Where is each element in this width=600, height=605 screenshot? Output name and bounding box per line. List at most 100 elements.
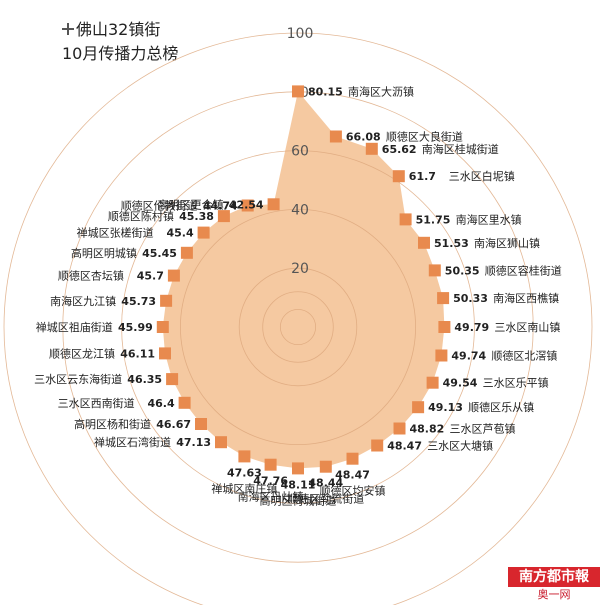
category-label: 南海区里水镇: [456, 212, 522, 226]
data-label: 61.7: [409, 170, 436, 183]
data-label: 51.53: [434, 237, 469, 250]
data-point: [159, 347, 171, 360]
category-label: 禅城区石湾街道: [94, 435, 171, 449]
data-label: 51.75: [416, 213, 451, 226]
data-label: 48.47: [387, 440, 422, 453]
data-label: 46.4: [147, 397, 174, 410]
grid-ring-minor: [262, 291, 334, 363]
data-point: [437, 292, 450, 305]
title-line2: 10月传播力总榜: [62, 44, 179, 63]
r-tick-label: 20: [291, 261, 309, 277]
category-label: 顺德区乐从镇: [468, 400, 534, 414]
category-label: 顺德区容桂街道: [485, 263, 562, 277]
category-label: 顺德区伦教街道: [121, 199, 198, 213]
data-label: 49.13: [428, 401, 463, 414]
data-point: [215, 436, 227, 449]
category-label: 顺德区北滘镇: [491, 349, 557, 363]
category-label: 顺德区勒流街道: [287, 492, 364, 506]
data-point: [195, 418, 207, 430]
data-label: 65.62: [382, 143, 417, 156]
category-label: 禅城区张槎街道: [77, 226, 154, 240]
category-label: 禅城区祖庙街道: [36, 320, 113, 334]
data-point: [292, 462, 304, 475]
category-label: 南海区桂城街道: [422, 142, 499, 156]
category-label: 高明区更合镇: [158, 197, 224, 211]
data-label: 47.63: [227, 466, 262, 479]
category-label: 三水区西南街道: [58, 396, 135, 410]
data-point: [392, 170, 405, 183]
r-tick-label: 100: [287, 26, 314, 42]
data-label: 80.15: [308, 85, 343, 98]
data-label: 45.45: [142, 247, 177, 260]
category-label: 三水区白坭镇: [449, 169, 515, 183]
category-label: 南海区狮山镇: [474, 236, 540, 250]
r-tick-label: 60: [291, 144, 309, 160]
data-point: [428, 264, 441, 277]
brand-logo: 南方都市報 奥一网oeeee.com: [508, 567, 600, 605]
data-label: 47.13: [176, 436, 211, 449]
data-point: [267, 198, 280, 211]
data-label: 48.44: [308, 477, 343, 490]
data-point: [241, 199, 254, 212]
brand-name: 南方都市報: [508, 567, 600, 587]
data-label: 49.79: [454, 321, 489, 334]
category-label: 南海区西樵镇: [493, 291, 559, 305]
data-point: [438, 321, 451, 333]
data-point: [371, 439, 384, 452]
data-point: [197, 226, 210, 239]
data-label: 50.35: [445, 264, 480, 277]
data-label: 46.35: [127, 373, 162, 386]
data-point: [264, 458, 277, 471]
data-point: [393, 422, 406, 435]
grid-ring-minor: [279, 308, 317, 346]
category-label: 三水区大塘镇: [427, 439, 493, 453]
data-label: 49.54: [443, 377, 478, 390]
data-label: 45.99: [118, 321, 153, 334]
data-point: [178, 396, 191, 409]
category-label: 三水区南山镇: [494, 320, 560, 334]
data-label: 46.11: [120, 347, 155, 360]
data-label: 45.4: [166, 227, 193, 240]
title-line1: 佛山32镇街: [76, 20, 161, 39]
data-point: [156, 321, 169, 333]
data-point: [346, 452, 359, 465]
radar-area: [162, 91, 445, 469]
data-point: [292, 85, 304, 98]
data-point: [399, 213, 412, 226]
category-label: 三水区云东海街道: [34, 372, 122, 386]
brand-site: 奥一网oeeee.com: [524, 588, 585, 605]
data-point: [412, 401, 425, 414]
category-label: 禅城区南庄镇: [211, 481, 277, 495]
data-point: [180, 246, 193, 259]
category-label: 三水区芦苞镇: [450, 422, 516, 436]
category-label: 南海区大沥镇: [348, 84, 414, 98]
category-label: 高明区杨和街道: [74, 417, 151, 431]
data-label: 49.74: [451, 350, 486, 363]
category-label: 顺德区龙江镇: [49, 346, 115, 360]
data-point: [166, 373, 179, 386]
category-label: 高明区明城镇: [71, 246, 137, 260]
data-label: 47.76: [253, 475, 288, 488]
category-label: 南海区丹灶镇: [238, 490, 304, 504]
data-label: 44.74: [203, 200, 238, 213]
data-point: [238, 450, 251, 463]
data-label: 48.82: [410, 423, 445, 436]
grid-ring-40: [179, 208, 416, 445]
category-label: 顺德区均安镇: [320, 484, 386, 498]
data-point: [426, 376, 439, 389]
data-label: 46.67: [156, 418, 191, 431]
grid-ring-20: [238, 267, 358, 387]
chart-title: 佛山32镇街 10月传播力总榜: [62, 18, 178, 66]
data-point: [167, 269, 180, 282]
data-label: 45.38: [179, 210, 214, 223]
data-point: [329, 130, 342, 143]
grid-ring-100: [3, 32, 593, 605]
data-point: [319, 460, 332, 473]
data-point: [217, 210, 230, 223]
data-label: 48.11: [281, 478, 316, 491]
plus-icon: [62, 23, 74, 35]
data-point: [160, 294, 173, 307]
category-label: 三水区乐平镇: [483, 376, 549, 390]
